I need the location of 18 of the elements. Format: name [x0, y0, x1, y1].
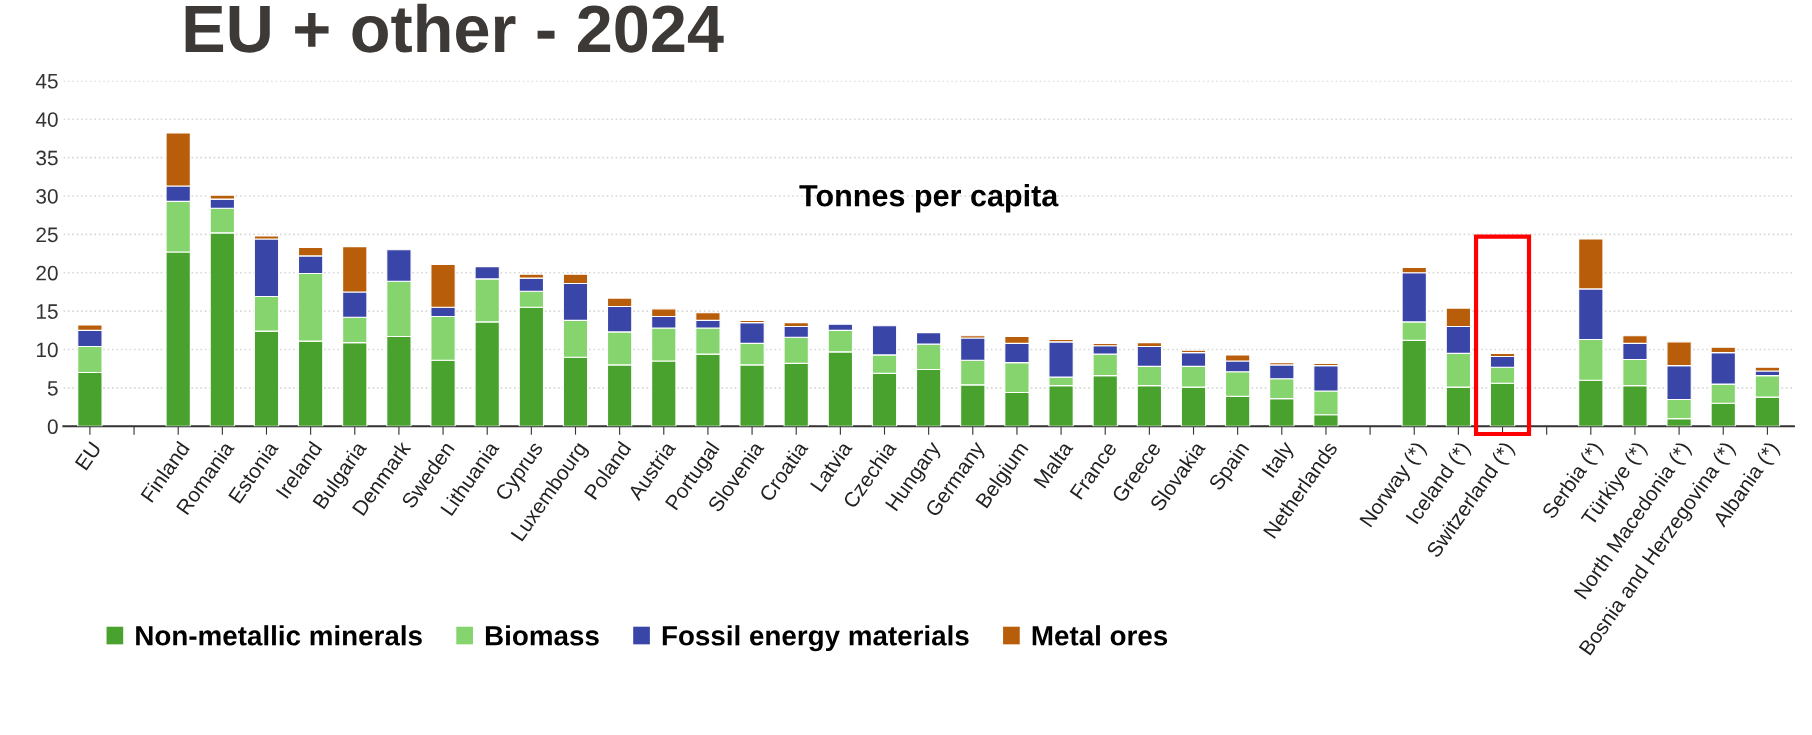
legend-label: Non-metallic minerals — [136, 625, 422, 646]
y-tick-label: 45 — [35, 74, 58, 89]
text: Tonnes per capita — [799, 184, 1059, 213]
y-tick-label: 10 — [36, 342, 58, 358]
y-tick-label: 0 — [47, 419, 58, 435]
legend-label: Metal ores — [1032, 625, 1168, 646]
y-tick-label: 5 — [47, 381, 58, 396]
x-tick-label: EU — [74, 441, 102, 471]
bar — [1754, 366, 1781, 372]
y-tick-label: 40 — [35, 112, 58, 127]
chart-title: EU + other - 2024 — [185, 3, 724, 53]
y-tick-label: 35 — [36, 150, 58, 166]
y-tick-label: 15 — [36, 304, 58, 319]
y-tick-label: 20 — [36, 265, 58, 281]
legend-label: Biomass — [485, 625, 599, 646]
y-tick-label: 30 — [36, 189, 58, 204]
y-tick-label: 25 — [36, 227, 58, 243]
legend-label: Fossil energy materials — [662, 625, 969, 652]
